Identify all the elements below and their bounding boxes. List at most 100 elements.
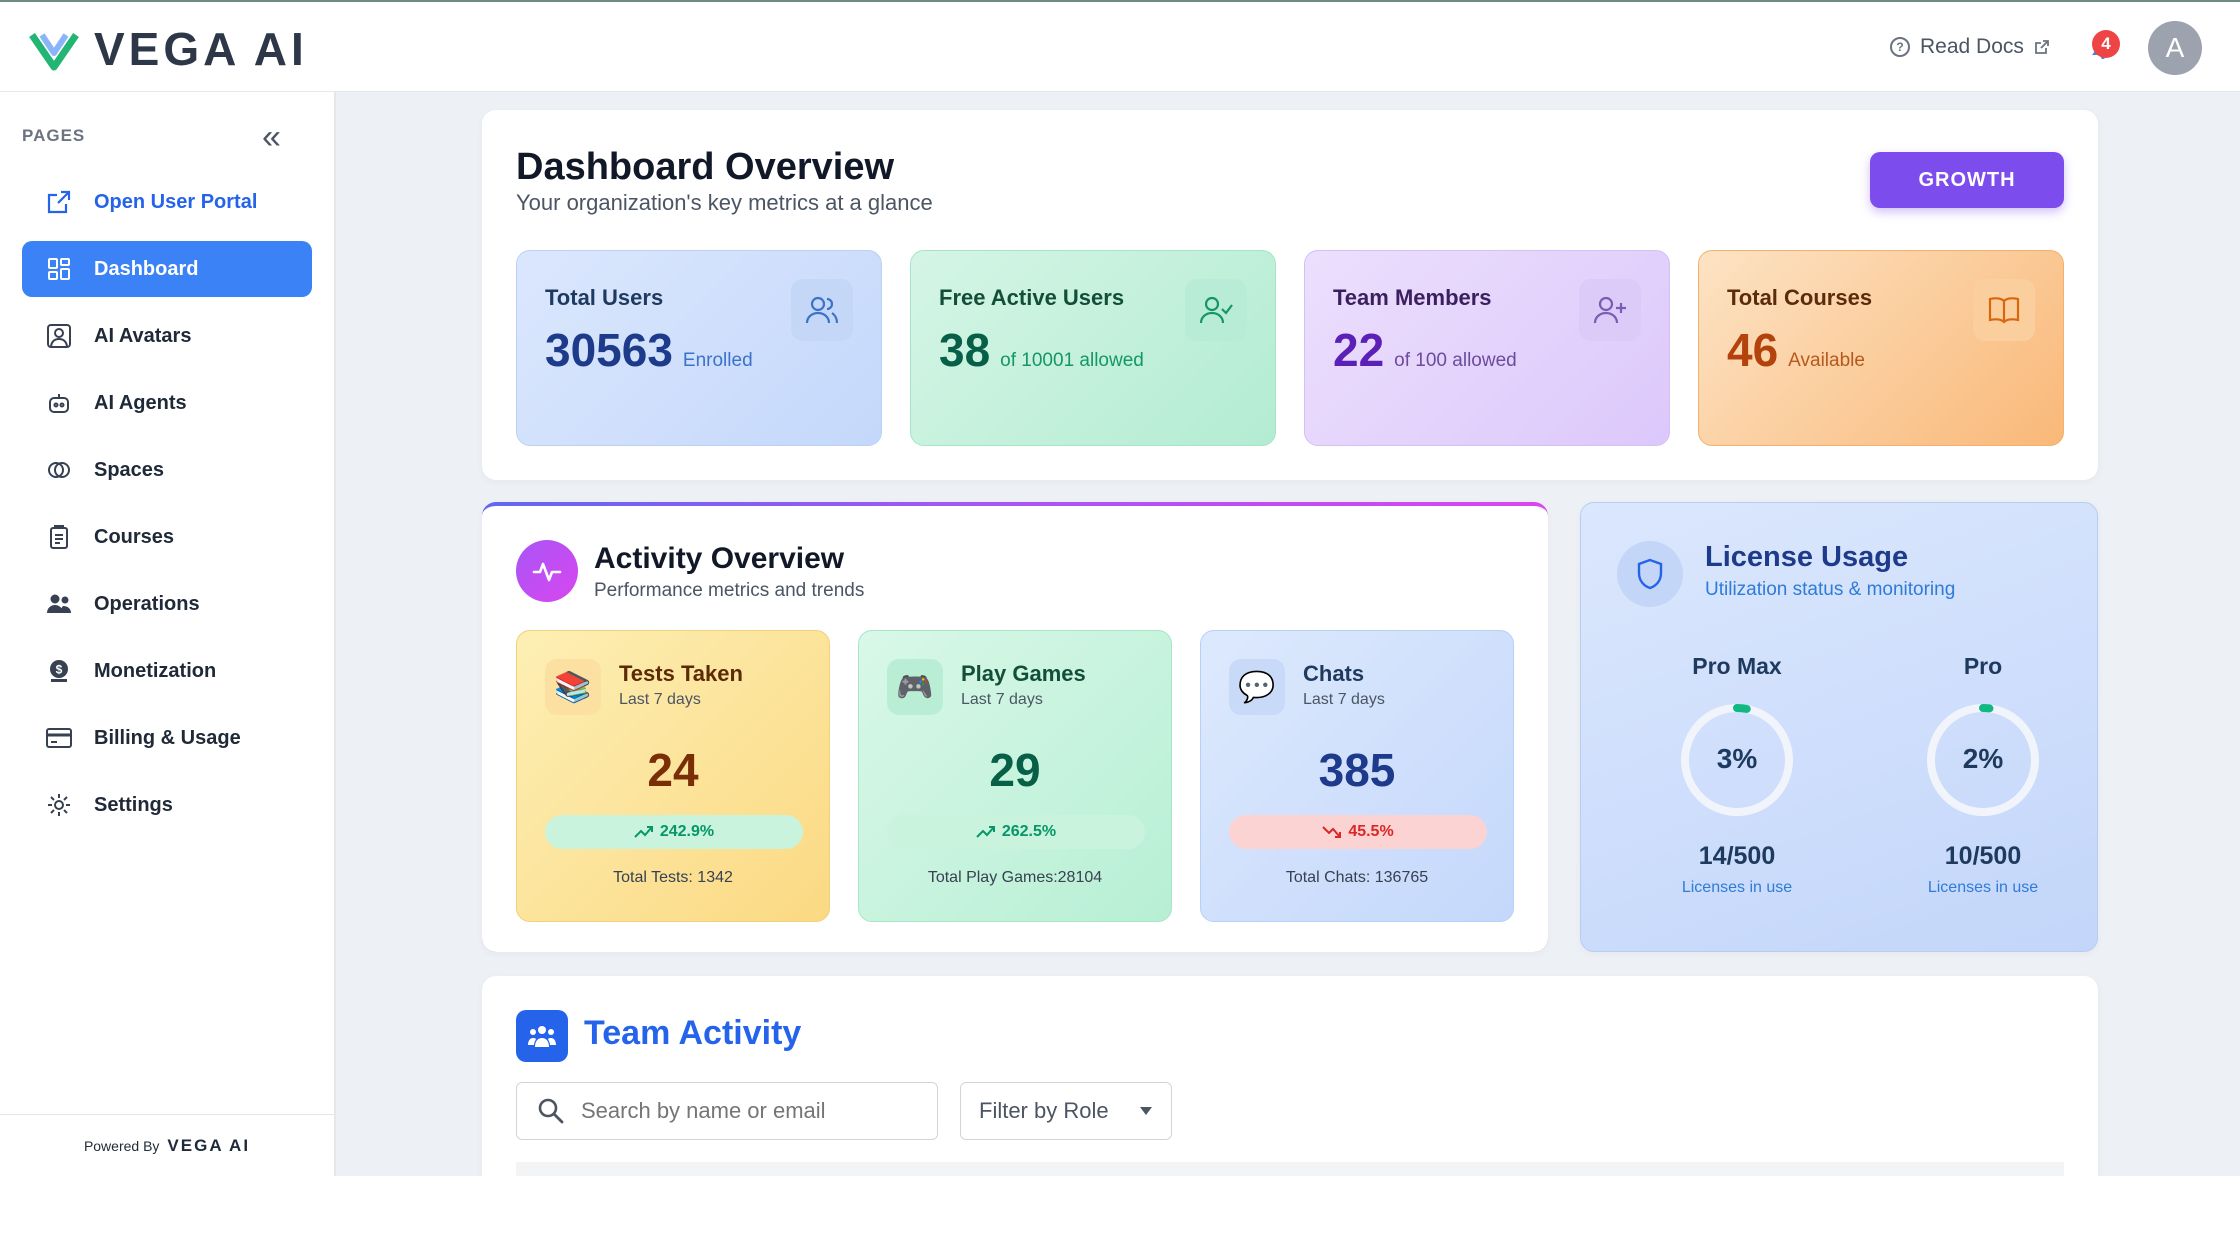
sidebar-item-label: Billing & Usage [94,726,241,749]
search-box [516,1082,938,1140]
trend-up-icon [976,826,995,838]
metric-title: Play Games [961,661,1086,686]
book-icon [1973,279,2035,341]
metric-change-badge: 262.5% [887,815,1145,849]
stat-unit: Available [1788,350,1865,371]
credit-card-icon [44,723,74,753]
growth-plan-button[interactable]: GROWTH [1870,152,2064,208]
sidebar-item-label: Operations [94,592,200,615]
filter-label: Filter by Role [979,1098,1109,1123]
sidebar-item-dashboard[interactable]: Dashboard [22,241,312,297]
brand-logo[interactable]: VEGA AI [28,22,308,76]
license-caption: Licenses in use [1681,879,1793,896]
metric-title: Tests Taken [619,661,743,686]
usage-percent: 3% [1717,743,1758,774]
sidebar-item-spaces[interactable]: Spaces [22,442,312,498]
license-plan-name: Pro [1963,653,2003,679]
stat-unit: of 10001 allowed [1000,350,1144,371]
app-frame: VEGA AI ? Read Docs 4 A PAGES « Open Use… [0,0,2240,1176]
filter-by-role-select[interactable]: Filter by Role [960,1082,1172,1140]
stat-value: 30563 Enrolled [545,324,753,376]
powered-by-brand: VEGA AI [167,1135,251,1155]
search-icon [538,1098,564,1124]
team-icon [516,1010,568,1062]
user-avatar[interactable]: A [2148,21,2202,75]
vega-logo-icon [29,33,79,71]
sidebar-item-open-user-portal[interactable]: Open User Portal [22,174,312,230]
license-count: 14/500 [1698,842,1776,870]
user-plus-icon [1579,279,1641,341]
external-link-icon [44,187,74,217]
page-subtitle: Your organization's key metrics at a gla… [516,190,933,215]
powered-by-footer: Powered By VEGA AI [0,1114,334,1176]
page-title: Dashboard Overview [516,146,895,188]
stat-label: Total Courses [1727,285,1873,310]
metric-value: 385 [1318,744,1396,796]
notification-badge: 4 [2092,30,2120,58]
usage-ring: 2% [1927,704,2039,816]
sidebar-item-ai-agents[interactable]: AI Agents [22,375,312,431]
sidebar-item-courses[interactable]: Courses [22,509,312,565]
metric-value: 29 [989,744,1041,796]
dashboard-overview-panel: Dashboard Overview Your organization's k… [482,110,2098,480]
sidebar-item-operations[interactable]: Operations [22,576,312,632]
metric-change-badge: 242.9% [545,815,803,849]
sidebar-item-ai-avatars[interactable]: AI Avatars [22,308,312,364]
metric-card-play-games: 🎮 Play Games Last 7 days 29 262.5% Total… [858,630,1172,922]
sidebar-item-settings[interactable]: Settings [22,777,312,833]
chat-bubble-icon: 💬 [1229,659,1285,715]
team-table-header [516,1162,2064,1176]
shield-icon [1617,541,1683,607]
stat-card-team-members: Team Members 22 of 100 allowed [1304,250,1670,446]
trend-up-icon [634,826,653,838]
team-activity-title: Team Activity [584,1014,802,1052]
top-bar: VEGA AI ? Read Docs 4 A [0,0,2240,92]
dollar-icon: $ [44,656,74,686]
license-gauge-pro: Pro 2% 10/500 Licenses in use [1883,653,2083,897]
read-docs-label: Read Docs [1920,35,2024,58]
metric-period: Last 7 days [1303,691,1385,708]
sidebar-item-label: AI Avatars [94,324,192,347]
gear-icon [44,790,74,820]
users-icon [791,279,853,341]
sidebar: PAGES « Open User Portal Dashboard AI Av… [0,92,336,1176]
collapse-sidebar-icon[interactable]: « [262,118,281,156]
stat-card-total-courses: Total Courses 46 Available [1698,250,2064,446]
gamepad-icon: 🎮 [887,659,943,715]
stat-card-total-users: Total Users 30563 Enrolled [516,250,882,446]
avatar-icon [44,321,74,351]
pages-section-label: PAGES [22,126,86,145]
books-icon: 📚 [545,659,601,715]
svg-text:$: $ [56,663,63,677]
sidebar-item-label: Monetization [94,659,217,682]
stat-label: Team Members [1333,285,1492,310]
license-usage-panel: License Usage Utilization status & monit… [1580,502,2098,952]
help-icon: ? [1890,37,1910,57]
sidebar-item-label: Courses [94,525,175,548]
sidebar-item-billing-usage[interactable]: Billing & Usage [22,710,312,766]
external-link-icon [2034,40,2049,54]
metric-title: Chats [1303,661,1365,686]
stat-label: Free Active Users [939,285,1125,310]
stat-unit: Enrolled [682,350,753,371]
robot-icon [44,388,74,418]
metric-card-chats: 💬 Chats Last 7 days 385 45.5% Total Chat… [1200,630,1514,922]
license-subtitle: Utilization status & monitoring [1705,579,1956,600]
activity-pulse-icon [516,540,578,602]
users-icon [44,589,74,619]
metric-total: Total Tests: 1342 [613,869,733,886]
activity-subtitle: Performance metrics and trends [594,580,865,601]
activity-title: Activity Overview [594,542,845,575]
stat-value: 46 Available [1727,324,1865,376]
sidebar-item-label: Open User Portal [94,190,258,213]
read-docs-link[interactable]: ? Read Docs [1890,35,2050,59]
metric-total: Total Play Games:28104 [927,869,1103,886]
metric-period: Last 7 days [961,691,1043,708]
grid-icon [44,254,74,284]
stat-label: Total Users [545,285,664,310]
license-plan-name: Pro Max [1692,653,1782,679]
sidebar-item-label: AI Agents [94,391,187,414]
stat-value: 22 of 100 allowed [1333,324,1517,376]
search-input[interactable] [581,1098,921,1124]
sidebar-item-monetization[interactable]: $ Monetization [22,643,312,699]
